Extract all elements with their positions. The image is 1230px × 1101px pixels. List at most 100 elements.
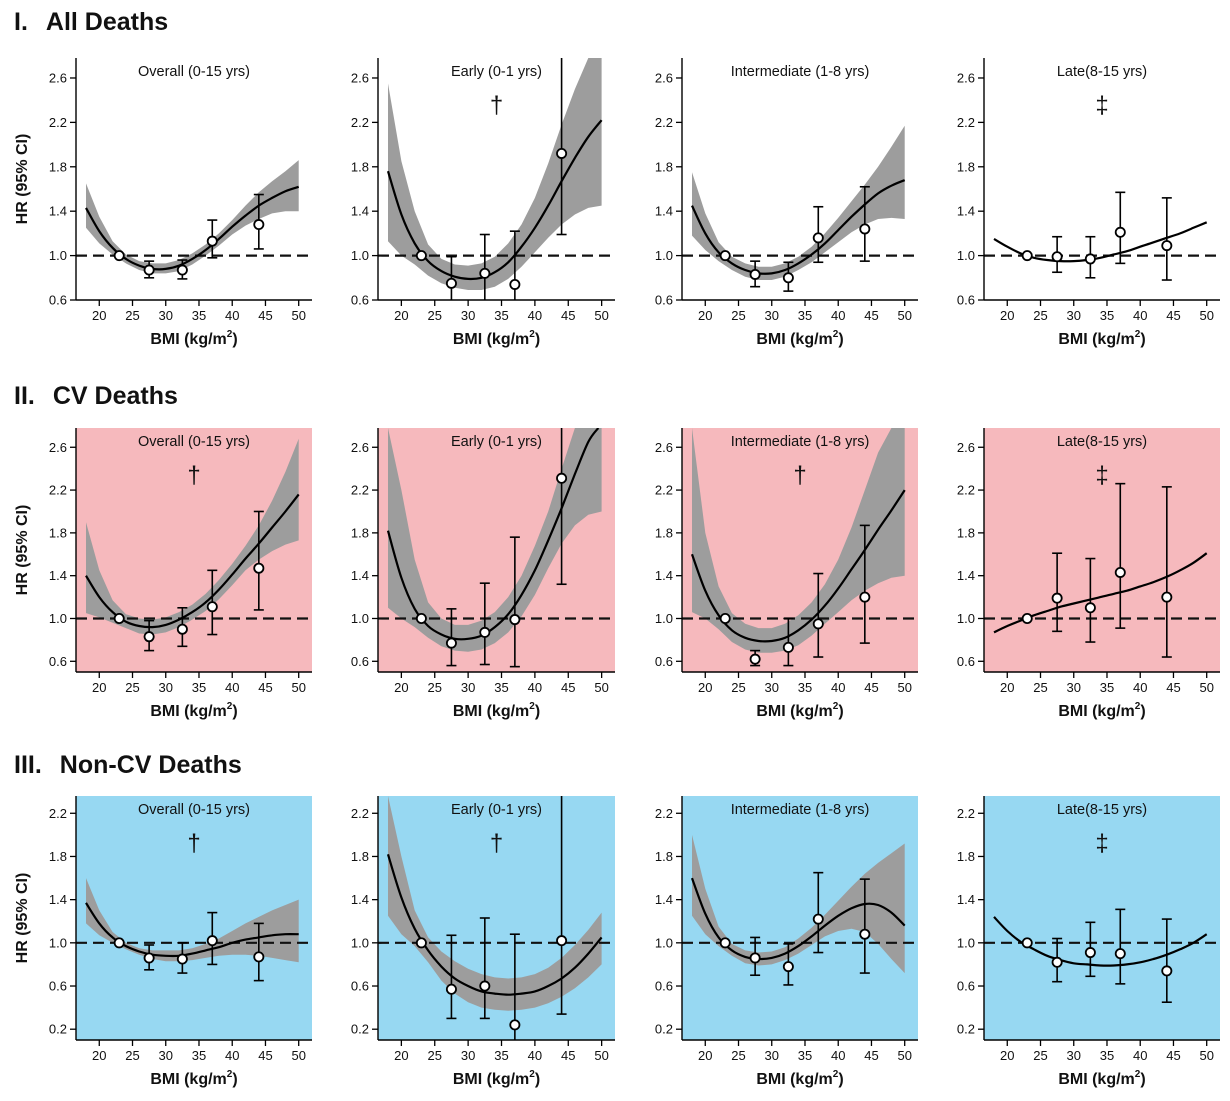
significance-marker: †	[187, 830, 200, 857]
plot-area	[682, 428, 918, 667]
panel-title: Overall (0-15 yrs)	[138, 64, 250, 80]
x-tick-label: 20	[394, 308, 408, 323]
y-tick-label: 2.6	[655, 70, 673, 85]
y-tick-label: 1.8	[957, 159, 975, 174]
data-point	[749, 952, 761, 964]
y-tick-label: 2.2	[49, 806, 67, 821]
y-tick-label: 1.0	[655, 935, 673, 950]
data-point	[1021, 250, 1033, 262]
section-title: All Deaths	[46, 8, 168, 36]
confidence-band	[86, 160, 299, 274]
y-tick-label: 0.6	[49, 979, 67, 994]
x-tick-label: 50	[897, 680, 911, 695]
x-tick-label: 45	[864, 1048, 878, 1063]
x-tick-label: 45	[561, 308, 575, 323]
fitted-curve	[690, 489, 906, 643]
x-axis-label: BMI (kg/m2)	[1058, 329, 1145, 348]
data-point	[1161, 591, 1173, 603]
y-tick-label: 2.6	[957, 440, 975, 455]
x-tick-label: 50	[1199, 1048, 1213, 1063]
x-tick-label: 30	[159, 308, 173, 323]
x-tick-label: 20	[698, 1048, 712, 1063]
panel-title: Early (0-1 yrs)	[451, 802, 542, 818]
y-tick-label: 2.2	[655, 115, 673, 130]
x-tick-label: 35	[798, 308, 812, 323]
data-point	[812, 913, 824, 925]
y-tick-label: 1.0	[49, 935, 67, 950]
plot-area	[76, 878, 312, 982]
section-number: III.	[14, 751, 42, 779]
x-axis-label: BMI (kg/m2)	[1058, 701, 1145, 720]
x-tick-label: 45	[258, 1048, 272, 1063]
x-tick-label: 50	[897, 308, 911, 323]
y-tick-label: 1.4	[957, 568, 975, 583]
x-tick-label: 20	[1000, 1048, 1014, 1063]
x-tick-label: 50	[291, 1048, 305, 1063]
y-tick-label: 1.4	[957, 204, 975, 219]
y-tick-label: 1.0	[351, 611, 369, 626]
section-3: III. Non-CV Deaths 0.2 0.6 1.0 1.4 1.8 2.2 20 25 3…	[14, 751, 1220, 1088]
significance-marker: ‡	[1095, 830, 1108, 857]
x-tick-label: 20	[394, 680, 408, 695]
data-point	[206, 601, 218, 613]
y-tick-label: 0.6	[655, 979, 673, 994]
y-tick-label: 2.2	[957, 115, 975, 130]
data-point	[556, 935, 568, 947]
x-tick-label: 30	[1067, 680, 1081, 695]
data-point	[859, 591, 871, 603]
x-axis-label: BMI (kg/m2)	[453, 701, 540, 720]
data-point	[176, 953, 188, 965]
data-point	[143, 631, 155, 643]
panel-1-3: 0.6 1.0 1.4 1.8 2.2 2.6 20 25 30 35 40 45 50 BMI (kg/…	[655, 58, 918, 348]
panel-2-4: 0.6 1.0 1.4 1.8 2.2 2.6 20 25 30 35 40 45 50 BMI (kg/…	[957, 428, 1220, 720]
y-axis-label: HR (95% CI)	[14, 873, 31, 964]
x-tick-label: 40	[225, 308, 239, 323]
data-point	[812, 232, 824, 244]
y-tick-label: 2.2	[49, 483, 67, 498]
x-tick-label: 30	[461, 1048, 475, 1063]
x-axis-label: BMI (kg/m2)	[756, 329, 843, 348]
y-tick-label: 0.6	[957, 654, 975, 669]
x-tick-label: 30	[159, 1048, 173, 1063]
x-tick-label: 35	[494, 308, 508, 323]
confidence-band	[388, 58, 602, 290]
panel-3-3: 0.2 0.6 1.0 1.4 1.8 2.2 20 25 30 35 40 45 50 BMI (kg/…	[655, 796, 918, 1088]
x-tick-label: 20	[698, 680, 712, 695]
confidence-band	[692, 125, 905, 280]
y-tick-label: 0.6	[49, 654, 67, 669]
y-tick-label: 2.2	[957, 806, 975, 821]
x-axis-label: BMI (kg/m2)	[150, 329, 237, 348]
x-tick-label: 35	[192, 680, 206, 695]
x-tick-label: 20	[92, 308, 106, 323]
plot-background	[984, 428, 1220, 672]
y-tick-label: 0.6	[351, 654, 369, 669]
x-tick-label: 20	[92, 1048, 106, 1063]
confidence-band	[388, 796, 602, 1011]
x-tick-label: 40	[1133, 1048, 1147, 1063]
section-heading: III. Non-CV Deaths	[14, 751, 242, 779]
x-tick-label: 20	[1000, 308, 1014, 323]
data-point	[1084, 253, 1096, 265]
data-point	[1114, 566, 1126, 578]
x-tick-label: 40	[831, 680, 845, 695]
x-tick-label: 35	[1100, 308, 1114, 323]
panel-3-4: 0.2 0.6 1.0 1.4 1.8 2.2 20 25 30 35 40 45 50 BMI (kg/…	[957, 796, 1220, 1088]
x-tick-label: 35	[192, 308, 206, 323]
y-tick-label: 1.0	[351, 935, 369, 950]
x-tick-label: 40	[528, 308, 542, 323]
x-tick-label: 25	[125, 1048, 139, 1063]
panel-title: Intermediate (1-8 yrs)	[731, 64, 870, 80]
data-point	[859, 223, 871, 235]
y-tick-label: 2.6	[351, 440, 369, 455]
section-title: CV Deaths	[53, 382, 178, 410]
y-tick-label: 1.4	[49, 892, 67, 907]
x-tick-label: 30	[1067, 1048, 1081, 1063]
panel-title: Intermediate (1-8 yrs)	[731, 802, 870, 818]
x-tick-label: 50	[897, 1048, 911, 1063]
y-tick-label: 1.8	[351, 159, 369, 174]
plot-area	[378, 796, 615, 1040]
y-tick-label: 1.8	[957, 849, 975, 864]
panel-1-4: 0.6 1.0 1.4 1.8 2.2 2.6 20 25 30 35 40 45 50 BMI (kg/…	[957, 58, 1220, 348]
x-axis-label: BMI (kg/m2)	[756, 1069, 843, 1088]
data-point	[719, 612, 731, 624]
